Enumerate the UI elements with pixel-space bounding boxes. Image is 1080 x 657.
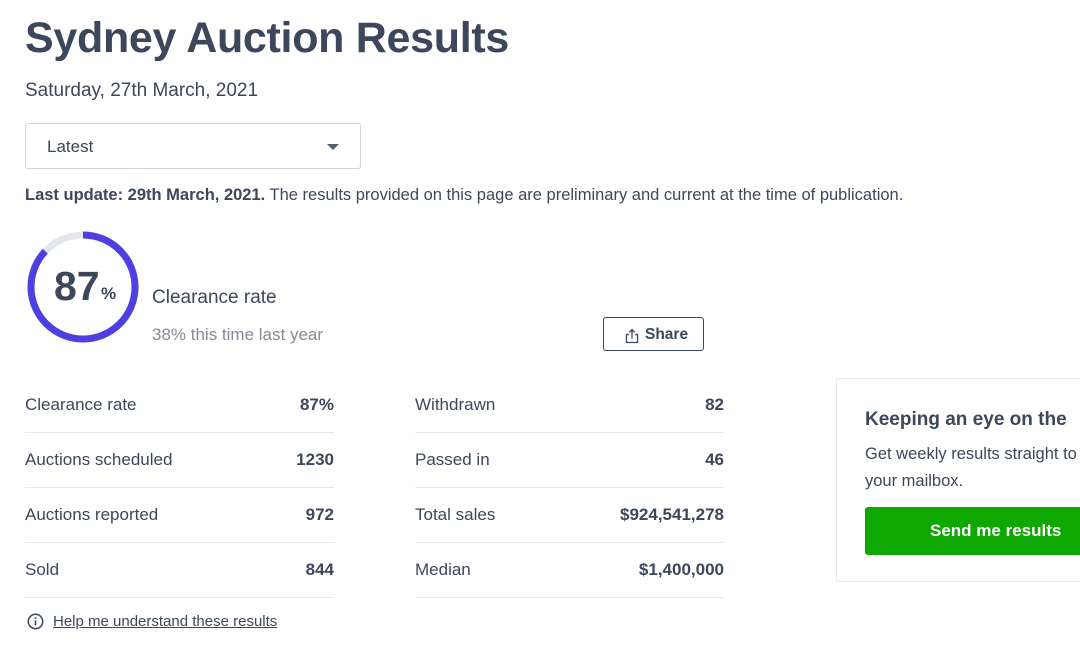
table-row: Passed in 46 bbox=[415, 433, 724, 488]
stat-value: 82 bbox=[705, 395, 724, 414]
stat-value: 1230 bbox=[296, 450, 334, 469]
stat-label: Sold bbox=[25, 560, 60, 579]
stat-label: Withdrawn bbox=[415, 395, 496, 414]
stat-value: 46 bbox=[705, 450, 724, 469]
stat-label: Passed in bbox=[415, 450, 490, 469]
clearance-rate-unit: % bbox=[101, 284, 117, 303]
clearance-rate-last-year: 38% this time last year bbox=[152, 325, 324, 344]
results-period-select[interactable]: Latest bbox=[25, 123, 361, 169]
share-icon bbox=[625, 328, 639, 344]
clearance-ring-progress bbox=[27, 231, 139, 343]
auction-date: Saturday, 27th March, 2021 bbox=[25, 80, 259, 101]
stat-value: 844 bbox=[305, 560, 334, 579]
results-period-selected: Latest bbox=[47, 137, 94, 156]
page-title: Sydney Auction Results bbox=[25, 14, 510, 62]
stat-value: $924,541,278 bbox=[620, 505, 724, 524]
table-row: Clearance rate 87% bbox=[25, 378, 334, 433]
info-icon bbox=[27, 613, 44, 630]
share-label: Share bbox=[645, 326, 689, 343]
last-update-disclaimer: The results provided on this page are pr… bbox=[265, 186, 904, 204]
stat-value: 87% bbox=[299, 395, 334, 414]
stat-label: Total sales bbox=[415, 505, 496, 524]
send-me-results-button[interactable]: Send me results bbox=[865, 507, 1080, 555]
stats-table-left: Clearance rate 87% Auctions scheduled 12… bbox=[25, 378, 334, 598]
last-update-note: Last update: 29th March, 2021. The resul… bbox=[25, 186, 903, 205]
clearance-rate-ring: 87 % bbox=[25, 229, 141, 345]
stat-label: Auctions reported bbox=[25, 505, 159, 524]
promo-title: Keeping an eye on the bbox=[865, 409, 1067, 430]
stats-table-right: Withdrawn 82 Passed in 46 Total sales $9… bbox=[415, 378, 724, 598]
clearance-rate-label: Clearance rate bbox=[152, 287, 277, 308]
promo-body: Get weekly results straight to your mail… bbox=[865, 445, 1077, 490]
stat-label: Clearance rate bbox=[25, 395, 137, 414]
table-row: Median $1,400,000 bbox=[415, 543, 724, 598]
table-row: Auctions reported 972 bbox=[25, 488, 334, 543]
stat-value: 972 bbox=[305, 505, 334, 524]
clearance-ring-graphic bbox=[27, 231, 139, 343]
send-me-results-label: Send me results bbox=[930, 521, 1062, 540]
stat-value: $1,400,000 bbox=[638, 560, 724, 579]
clearance-rate-number: 87 bbox=[54, 263, 100, 309]
stat-label: Auctions scheduled bbox=[25, 450, 173, 469]
chevron-down-icon bbox=[327, 144, 339, 150]
newsletter-promo-card: Keeping an eye on the Get weekly results… bbox=[836, 378, 1080, 582]
table-row: Sold 844 bbox=[25, 543, 334, 598]
table-row: Withdrawn 82 bbox=[415, 378, 724, 433]
help-link-label: Help me understand these results bbox=[53, 613, 278, 630]
table-row: Total sales $924,541,278 bbox=[415, 488, 724, 543]
stat-label: Median bbox=[415, 560, 471, 579]
last-update-date: Last update: 29th March, 2021. bbox=[25, 186, 266, 204]
share-button[interactable]: Share bbox=[603, 317, 704, 351]
table-row: Auctions scheduled 1230 bbox=[25, 433, 334, 488]
